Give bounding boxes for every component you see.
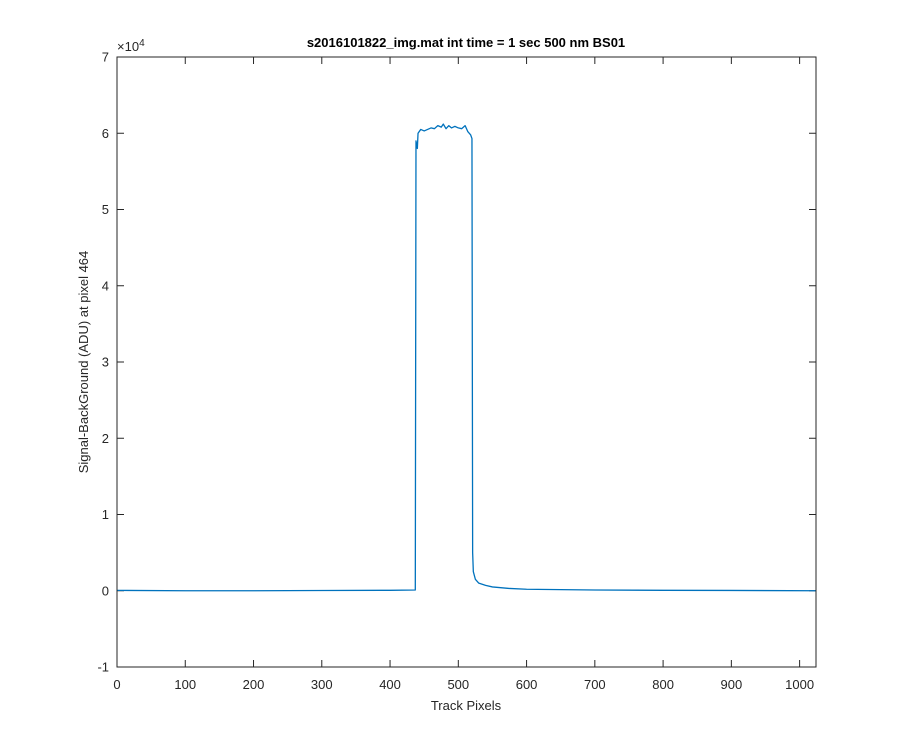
x-tick-label: 800 xyxy=(652,677,674,692)
x-tick-label: 500 xyxy=(447,677,469,692)
x-tick-label: 300 xyxy=(311,677,333,692)
x-tick-label: 400 xyxy=(379,677,401,692)
y-axis-label: Signal-BackGround (ADU) at pixel 464 xyxy=(76,251,91,474)
x-tick-label: 1000 xyxy=(785,677,814,692)
y-tick-label: -1 xyxy=(97,660,109,675)
series-line xyxy=(116,123,817,592)
y-tick-label: 2 xyxy=(102,431,109,446)
x-axis-label: Track Pixels xyxy=(431,698,502,713)
y-tick-label: 1 xyxy=(102,507,109,522)
x-tick-label: 200 xyxy=(243,677,265,692)
y-tick-label: 6 xyxy=(102,126,109,141)
axes-box xyxy=(116,56,817,668)
y-tick-label: 5 xyxy=(102,202,109,217)
ticks: 0 100 200 300 400 500 600 700 800 900 1000 -1 0 1 2 3 4 5… xyxy=(97,50,816,692)
x-tick-label: 100 xyxy=(174,677,196,692)
x-tick-label: 600 xyxy=(516,677,538,692)
x-tick-label: 700 xyxy=(584,677,606,692)
x-tick-label: 0 xyxy=(113,677,120,692)
data-layer xyxy=(116,123,817,592)
y-tick-label: 4 xyxy=(102,278,109,293)
y-exponent-label: ×104 xyxy=(117,38,145,54)
y-tick-label: 7 xyxy=(102,50,109,65)
y-tick-label: 3 xyxy=(102,355,109,370)
plot-area xyxy=(117,57,816,667)
x-tick-label: 900 xyxy=(721,677,743,692)
y-tick-label: 0 xyxy=(102,583,109,598)
chart-title: s2016101822_img.mat int time = 1 sec 500… xyxy=(307,35,625,50)
